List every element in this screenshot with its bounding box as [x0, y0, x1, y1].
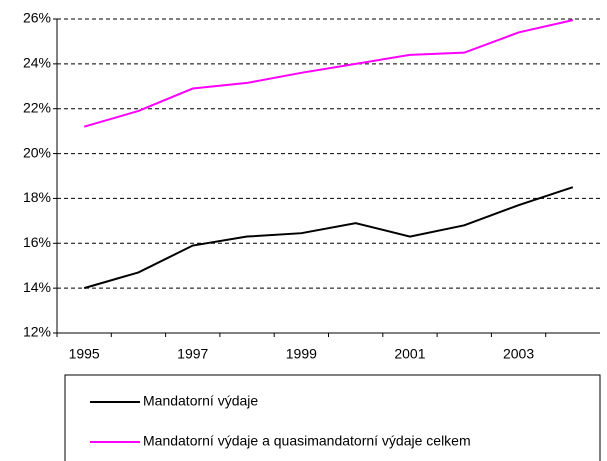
x-tick-label: 1995 [69, 346, 100, 362]
y-tick-label: 12% [23, 324, 51, 340]
x-tick-label: 2001 [394, 346, 425, 362]
y-tick-label: 16% [23, 234, 51, 250]
legend-label: Mandatorní výdaje [143, 393, 258, 409]
legend-box [64, 374, 601, 461]
series-line [83, 19, 574, 128]
series-line [83, 186, 574, 290]
legend-label: Mandatorní výdaje a quasimandatorní výda… [143, 433, 471, 449]
x-tick-label: 1999 [286, 346, 317, 362]
y-tick-label: 18% [23, 189, 51, 205]
y-tick-label: 26% [23, 10, 51, 26]
y-tick-label: 20% [23, 144, 51, 160]
y-tick-label: 22% [23, 99, 51, 115]
y-tick-label: 14% [23, 279, 51, 295]
x-tick-label: 1997 [177, 346, 208, 362]
x-tick-label: 2003 [503, 346, 534, 362]
y-tick-label: 24% [23, 55, 51, 71]
